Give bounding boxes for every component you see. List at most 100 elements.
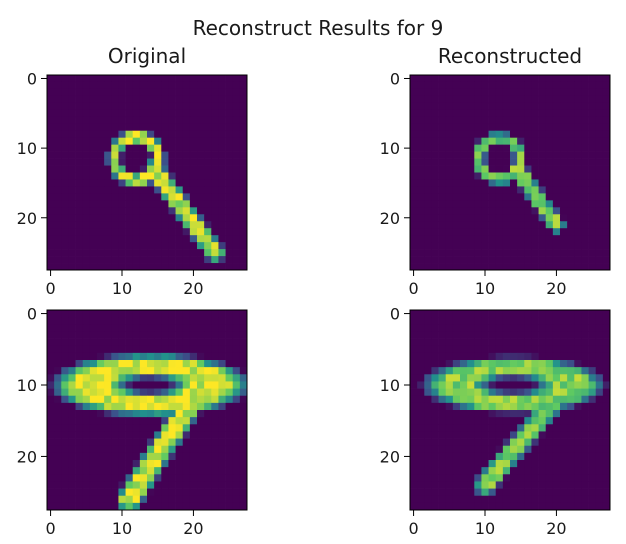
heatmap-cell [481, 263, 489, 271]
heatmap-cell [97, 374, 105, 382]
heatmap-cell [161, 116, 169, 125]
heatmap-cell [89, 402, 98, 411]
heatmap-cell [481, 417, 489, 425]
heatmap-cell [132, 172, 141, 180]
heatmap-cell [560, 481, 568, 489]
heatmap-cell [175, 310, 184, 318]
heatmap-cell [552, 381, 561, 389]
y-tick-label: 10 [380, 376, 400, 395]
heatmap-cell [445, 102, 454, 111]
heatmap-cell [510, 381, 518, 389]
heatmap-cell [97, 388, 105, 397]
heatmap-cell [118, 460, 126, 468]
heatmap-cell [104, 81, 112, 90]
heatmap-cell [189, 360, 198, 368]
heatmap-cell [495, 495, 504, 504]
heatmap-cell [438, 431, 447, 439]
heatmap-cell [204, 367, 212, 375]
heatmap-cell [581, 460, 589, 468]
heatmap-cell [204, 381, 212, 389]
heatmap-cell [197, 424, 205, 432]
heatmap-cell [445, 452, 454, 461]
heatmap-cell [239, 116, 248, 125]
heatmap-cell [495, 402, 504, 411]
heatmap-cell [132, 88, 141, 97]
heatmap-cell [424, 116, 432, 125]
heatmap-cell [552, 75, 561, 83]
heatmap-cell [104, 460, 112, 468]
heatmap-cell [431, 151, 439, 159]
heatmap-cell [531, 221, 539, 229]
heatmap-cell [225, 460, 234, 468]
heatmap-cell [488, 207, 497, 215]
heatmap-cell [467, 179, 475, 187]
heatmap-cell [68, 360, 76, 368]
heatmap-cell [61, 200, 69, 208]
heatmap-cell [182, 452, 191, 461]
heatmap-cell [431, 481, 439, 489]
heatmap-cell [189, 88, 198, 97]
heatmap-cell [595, 179, 604, 187]
heatmap-cell [552, 179, 561, 187]
heatmap-cell [211, 310, 219, 318]
heatmap-cell [97, 481, 105, 489]
heatmap-cell [560, 109, 568, 118]
heatmap-cell [438, 172, 447, 180]
heatmap-cell [154, 151, 162, 159]
heatmap-cell [175, 75, 184, 83]
heatmap-cell [574, 324, 582, 332]
heatmap-cell [460, 360, 468, 368]
heatmap-cell [410, 158, 418, 166]
heatmap-cell [560, 460, 568, 468]
heatmap-cell [417, 116, 425, 125]
heatmap-cell [182, 144, 191, 152]
heatmap-cell [431, 207, 439, 215]
heatmap-cell [97, 102, 105, 111]
heatmap-cell [75, 395, 84, 404]
heatmap-cell [118, 467, 126, 475]
heatmap-cell [552, 207, 561, 215]
heatmap-cell [197, 367, 205, 375]
heatmap-cell [438, 95, 447, 104]
heatmap-cell [438, 360, 447, 368]
heatmap-cell [82, 388, 91, 397]
heatmap-cell [495, 481, 504, 489]
heatmap-cell [488, 481, 497, 489]
heatmap-cell [567, 345, 575, 354]
heatmap-cell [417, 352, 425, 361]
heatmap-cell [574, 214, 582, 222]
heatmap-cell [211, 263, 219, 271]
heatmap-cell [104, 235, 112, 243]
heatmap-cell [460, 151, 468, 159]
heatmap-cell [552, 109, 561, 118]
heatmap-cell [574, 81, 582, 90]
heatmap-cell [89, 200, 98, 208]
heatmap-cell [510, 116, 518, 125]
heatmap-cell [560, 221, 568, 229]
heatmap-cell [232, 388, 241, 397]
heatmap-cell [239, 193, 248, 201]
heatmap-cell [197, 402, 205, 411]
heatmap-cell [567, 481, 575, 489]
heatmap-cell [54, 137, 62, 145]
heatmap-cell [154, 88, 162, 97]
heatmap-cell [125, 81, 134, 90]
heatmap-cell [495, 502, 504, 511]
heatmap-cell [147, 200, 155, 208]
heatmap-cell [68, 249, 76, 257]
heatmap-cell [132, 102, 141, 111]
heatmap-cell [602, 165, 611, 173]
heatmap-cell [574, 263, 582, 271]
heatmap-cell [595, 221, 604, 229]
heatmap-cell [211, 424, 219, 432]
heatmap-cell [602, 95, 611, 104]
heatmap-cell [531, 345, 539, 354]
heatmap-cell [211, 402, 219, 411]
heatmap-cell [495, 410, 504, 418]
heatmap-cell [560, 207, 568, 215]
heatmap-cell [410, 221, 418, 229]
heatmap-cell [182, 88, 191, 97]
heatmap-cell [218, 102, 226, 111]
heatmap-cell [417, 207, 425, 215]
heatmap-cell [175, 460, 184, 468]
